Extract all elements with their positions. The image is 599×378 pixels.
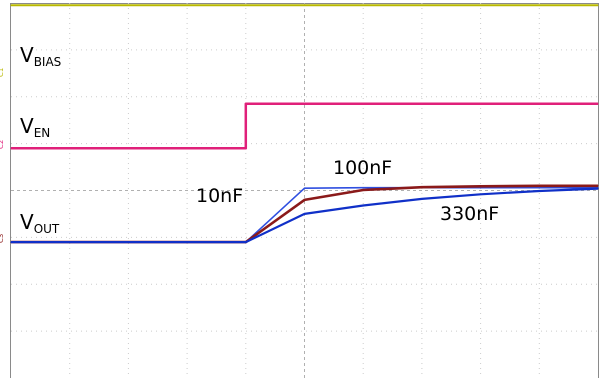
data-point bbox=[186, 147, 188, 149]
signal-label-sub: BIAS bbox=[34, 55, 62, 69]
data-point bbox=[186, 4, 188, 6]
data-point bbox=[480, 185, 482, 187]
data-point bbox=[480, 193, 482, 195]
data-point bbox=[69, 241, 71, 243]
data-point bbox=[245, 4, 247, 6]
data-point bbox=[362, 187, 364, 189]
data-point bbox=[421, 198, 423, 200]
trace-ven bbox=[11, 102, 598, 150]
data-point bbox=[421, 103, 423, 105]
signal-label-sub: OUT bbox=[34, 222, 60, 236]
signal-label-vout: VOUT bbox=[20, 210, 60, 236]
data-point bbox=[597, 188, 599, 190]
data-point bbox=[245, 147, 247, 149]
data-point bbox=[538, 185, 540, 187]
data-point bbox=[480, 4, 482, 6]
data-point bbox=[597, 185, 599, 187]
signal-label-main: V bbox=[20, 114, 34, 138]
data-point bbox=[10, 241, 12, 243]
data-point bbox=[127, 147, 129, 149]
data-point bbox=[303, 103, 306, 105]
data-point bbox=[245, 241, 247, 243]
data-point bbox=[421, 186, 423, 188]
data-point bbox=[303, 4, 306, 6]
signal-label-main: V bbox=[20, 210, 34, 234]
trace-label-100nf: 100nF bbox=[333, 157, 392, 179]
data-point bbox=[303, 187, 306, 189]
data-point bbox=[10, 4, 12, 6]
data-point bbox=[597, 4, 599, 6]
trace-label-330nf: 330nF bbox=[440, 203, 499, 225]
signal-label-main: V bbox=[20, 43, 34, 67]
svg-text:VOUT: VOUT bbox=[20, 210, 60, 236]
data-point bbox=[127, 241, 129, 243]
channel-markers: C1 C2 C3 bbox=[0, 68, 5, 243]
data-point bbox=[597, 103, 599, 105]
data-point bbox=[186, 241, 188, 243]
data-point bbox=[303, 199, 306, 201]
data-point bbox=[538, 103, 540, 105]
svg-text:VEN: VEN bbox=[20, 114, 50, 140]
channel-marker-c3: C3 bbox=[0, 234, 5, 243]
data-point bbox=[538, 4, 540, 6]
data-point bbox=[362, 4, 364, 6]
data-point bbox=[10, 147, 12, 149]
signal-label-sub: EN bbox=[34, 126, 51, 140]
data-point bbox=[362, 103, 364, 105]
data-point bbox=[538, 187, 540, 189]
data-point bbox=[127, 4, 129, 6]
svg-text:VBIAS: VBIAS bbox=[20, 43, 61, 69]
channel-marker-c1: C1 bbox=[0, 68, 5, 77]
channel-marker-c2: C2 bbox=[0, 140, 5, 149]
grid bbox=[11, 3, 598, 378]
data-point bbox=[480, 103, 482, 105]
data-point bbox=[362, 189, 364, 191]
data-point bbox=[69, 147, 71, 149]
signal-label-ven: VEN bbox=[20, 114, 50, 140]
data-point bbox=[421, 4, 423, 6]
trace-label-10nf: 10nF bbox=[196, 185, 243, 207]
data-point bbox=[362, 204, 364, 207]
data-point bbox=[69, 4, 71, 6]
traces bbox=[10, 4, 599, 244]
data-point bbox=[538, 190, 540, 192]
data-point bbox=[303, 213, 306, 215]
signal-label-vbias: VBIAS bbox=[20, 43, 61, 69]
